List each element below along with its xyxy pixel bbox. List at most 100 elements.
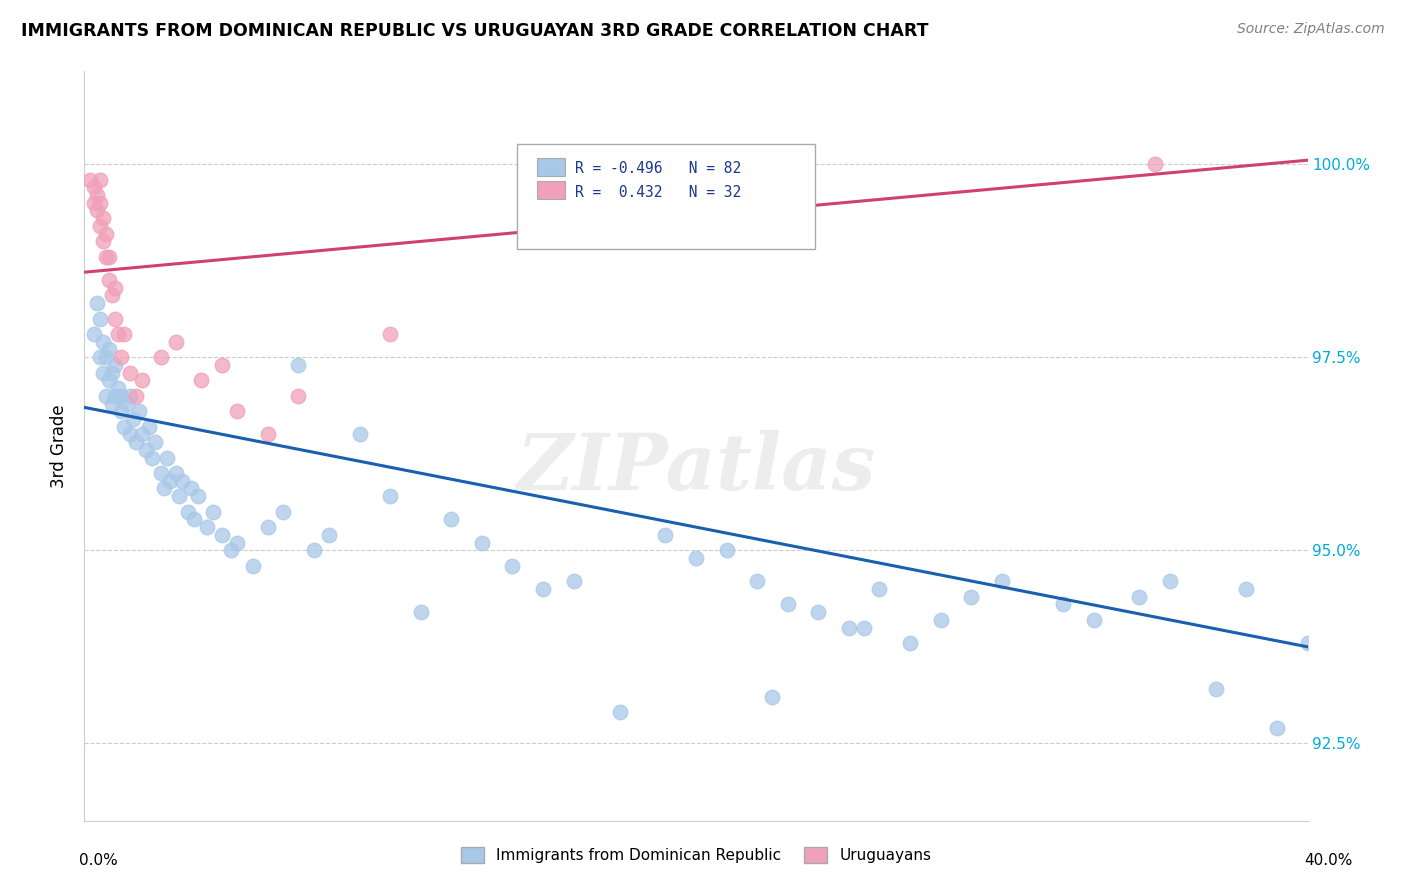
Point	[1159, 574, 1181, 589]
Point	[141, 450, 163, 465]
Point	[257, 427, 280, 442]
Point	[409, 605, 432, 619]
Point	[195, 520, 218, 534]
Point	[1052, 598, 1074, 612]
Point	[104, 311, 127, 326]
Point	[380, 489, 402, 503]
Point	[101, 288, 124, 302]
Point	[380, 326, 402, 341]
Point	[104, 389, 127, 403]
Point	[86, 203, 108, 218]
Point	[287, 389, 309, 403]
Point	[89, 311, 111, 326]
Point	[131, 373, 153, 387]
Point	[91, 235, 114, 249]
Point	[654, 528, 676, 542]
Point	[1236, 582, 1258, 596]
Point	[143, 435, 166, 450]
Point	[138, 419, 160, 434]
Text: R =  0.432   N = 32: R = 0.432 N = 32	[575, 185, 741, 200]
Point	[135, 442, 157, 457]
Point	[211, 528, 233, 542]
Point	[156, 450, 179, 465]
Point	[440, 512, 463, 526]
Point	[112, 419, 135, 434]
Text: IMMIGRANTS FROM DOMINICAN REPUBLIC VS URUGUAYAN 3RD GRADE CORRELATION CHART: IMMIGRANTS FROM DOMINICAN REPUBLIC VS UR…	[21, 22, 928, 40]
Point	[960, 590, 983, 604]
Point	[257, 520, 280, 534]
Point	[929, 613, 952, 627]
Point	[101, 396, 124, 410]
Point	[97, 250, 120, 264]
Point	[89, 350, 111, 364]
Point	[242, 558, 264, 573]
Point	[89, 172, 111, 186]
Point	[201, 505, 224, 519]
Point	[271, 505, 294, 519]
Point	[86, 188, 108, 202]
Point	[149, 350, 172, 364]
Point	[1143, 157, 1166, 171]
Point	[110, 404, 132, 418]
Point	[609, 706, 631, 720]
Point	[190, 373, 212, 387]
Point	[91, 211, 114, 226]
Point	[91, 366, 114, 380]
Point	[94, 350, 117, 364]
Point	[110, 389, 132, 403]
Point	[1083, 613, 1105, 627]
Point	[97, 273, 120, 287]
Point	[125, 435, 148, 450]
Point	[83, 326, 105, 341]
Point	[226, 535, 249, 549]
Point	[318, 528, 340, 542]
Point	[761, 690, 783, 704]
Point	[165, 334, 187, 349]
Point	[807, 605, 830, 619]
Point	[177, 505, 200, 519]
Point	[83, 180, 105, 194]
Point	[112, 326, 135, 341]
Text: ZIPatlas: ZIPatlas	[516, 430, 876, 507]
Point	[180, 482, 202, 496]
Point	[86, 296, 108, 310]
Point	[776, 598, 799, 612]
Point	[94, 227, 117, 241]
Point	[104, 280, 127, 294]
Point	[302, 543, 325, 558]
Point	[94, 250, 117, 264]
Point	[107, 381, 129, 395]
Point	[125, 389, 148, 403]
Point	[120, 427, 142, 442]
Point	[110, 350, 132, 364]
Point	[89, 195, 111, 210]
Point	[94, 389, 117, 403]
Text: R = -0.496   N = 82: R = -0.496 N = 82	[575, 161, 741, 177]
Point	[1296, 636, 1319, 650]
Text: Source: ZipAtlas.com: Source: ZipAtlas.com	[1237, 22, 1385, 37]
Text: 40.0%: 40.0%	[1305, 854, 1353, 868]
Point	[172, 474, 194, 488]
Point	[853, 621, 876, 635]
Point	[1205, 682, 1227, 697]
Point	[153, 482, 176, 496]
Point	[502, 558, 524, 573]
Point	[898, 636, 921, 650]
Point	[226, 404, 249, 418]
Point	[186, 489, 208, 503]
Point	[167, 489, 190, 503]
Point	[131, 427, 153, 442]
Point	[219, 543, 242, 558]
Point	[149, 466, 172, 480]
Point	[562, 574, 585, 589]
Point	[159, 474, 181, 488]
Point	[89, 219, 111, 233]
Point	[165, 466, 187, 480]
Point	[349, 427, 371, 442]
Point	[128, 404, 150, 418]
Point	[1128, 590, 1150, 604]
Point	[107, 326, 129, 341]
Legend: Immigrants from Dominican Republic, Uruguayans: Immigrants from Dominican Republic, Urug…	[454, 841, 938, 869]
Point	[115, 396, 138, 410]
Point	[287, 358, 309, 372]
